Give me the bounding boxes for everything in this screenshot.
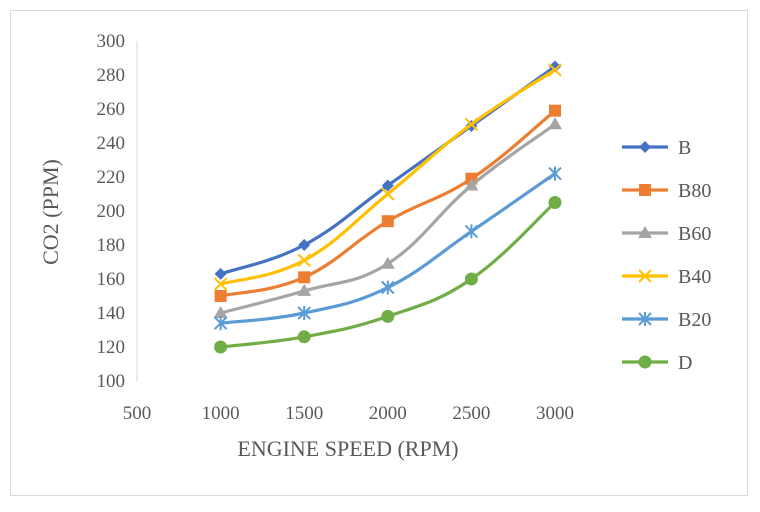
- legend-label: B20: [678, 309, 711, 331]
- data-point: [213, 316, 228, 331]
- legend: B B80 B60 B40 B20 D: [622, 137, 711, 374]
- y-tick-label: 300: [97, 31, 126, 52]
- data-point: [213, 277, 228, 291]
- series-d: [214, 196, 562, 354]
- data-point: [214, 290, 227, 302]
- y-tick-label: 160: [97, 269, 126, 290]
- data-point: [214, 340, 228, 354]
- x-tick-label: 3000: [536, 403, 574, 424]
- y-tick-label: 200: [97, 201, 126, 222]
- y-tick-label: 120: [97, 337, 126, 358]
- x-tick-label: 1000: [202, 403, 240, 424]
- data-point: [464, 272, 478, 286]
- legend-label: B80: [678, 180, 711, 202]
- data-point: [548, 63, 562, 77]
- series-group: [213, 60, 562, 354]
- chart-frame: [10, 10, 748, 496]
- y-axis-title: CO2 (PPM): [38, 159, 63, 265]
- legend-label: D: [678, 352, 692, 374]
- legend-marker: [638, 269, 652, 283]
- data-point: [464, 117, 479, 132]
- data-point: [380, 256, 395, 269]
- y-tick-label: 100: [97, 371, 126, 392]
- data-point: [297, 330, 311, 344]
- data-point: [464, 178, 479, 191]
- data-point: [298, 271, 311, 284]
- legend-entry-b40: B40: [622, 266, 711, 288]
- y-tick-label: 180: [97, 235, 126, 256]
- data-point: [297, 306, 311, 320]
- data-point: [548, 166, 562, 181]
- x-tick-label: 1500: [285, 403, 323, 424]
- data-point: [214, 267, 227, 280]
- legend-entry-d: D: [622, 352, 692, 374]
- x-tick-label: 2500: [452, 403, 490, 424]
- series-line: [219, 64, 557, 276]
- data-point: [549, 104, 561, 117]
- series-b60: [213, 117, 562, 318]
- data-point: [549, 60, 561, 73]
- x-tick-labels: 500 1000 1500 2000 2500 3000: [123, 403, 574, 424]
- data-point: [297, 253, 311, 268]
- data-point: [297, 283, 312, 296]
- series-b40: [213, 63, 562, 291]
- legend-label: B60: [678, 223, 711, 245]
- legend-marker: [638, 226, 652, 238]
- data-point: [464, 224, 479, 239]
- legend-marker: [639, 184, 651, 196]
- data-point: [213, 306, 228, 318]
- legend-marker: [638, 312, 652, 326]
- data-point: [548, 117, 562, 130]
- x-axis-title: ENGINE SPEED (RPM): [237, 436, 458, 461]
- legend-entry-b20: B20: [622, 309, 711, 331]
- data-point: [381, 187, 395, 201]
- data-point: [298, 239, 311, 251]
- y-tick-labels: 100 120 140 160 180 200 220 240 260 280 300: [97, 31, 126, 392]
- x-tick-label: 2000: [369, 403, 407, 424]
- legend-entry-b: B: [622, 137, 691, 159]
- y-tick-label: 260: [97, 99, 126, 120]
- y-tick-label: 220: [97, 167, 126, 188]
- x-tick-label: 500: [123, 403, 152, 424]
- data-point: [381, 309, 395, 323]
- y-tick-label: 280: [97, 65, 126, 86]
- legend-entry-b80: B80: [622, 180, 711, 202]
- legend-marker: [639, 141, 651, 153]
- legend-marker: [638, 355, 652, 369]
- data-point: [381, 215, 394, 228]
- legend-label: B40: [678, 266, 711, 288]
- y-tick-label: 240: [97, 133, 126, 154]
- legend-entry-b60: B60: [622, 223, 711, 245]
- data-point: [381, 179, 394, 192]
- legend-label: B: [678, 137, 691, 159]
- y-tick-label: 140: [97, 303, 126, 324]
- data-point: [548, 196, 562, 209]
- series-b20: [213, 166, 562, 331]
- data-point: [381, 280, 395, 295]
- series-b80: [214, 104, 561, 302]
